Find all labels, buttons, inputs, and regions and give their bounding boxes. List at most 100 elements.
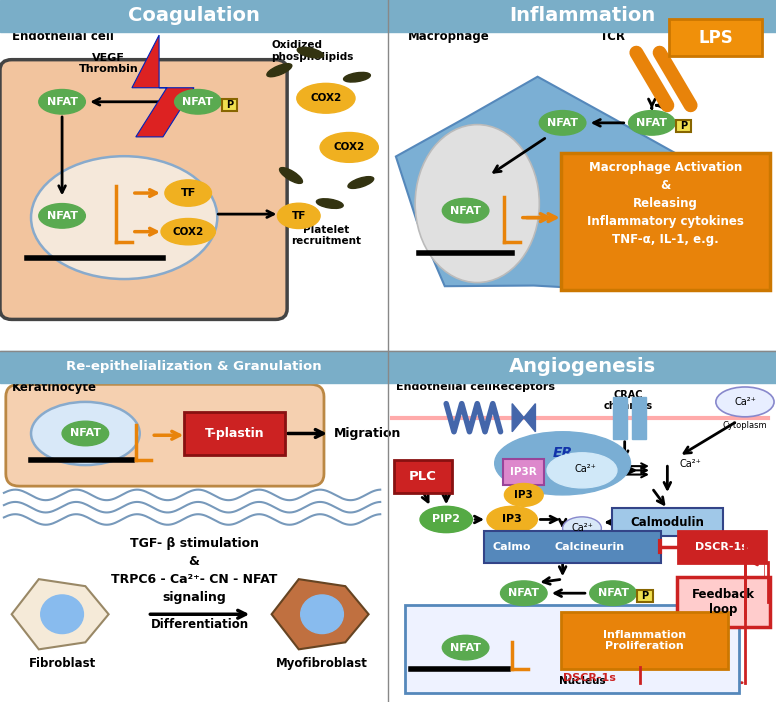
Ellipse shape: [442, 635, 489, 660]
Ellipse shape: [161, 218, 216, 245]
Ellipse shape: [563, 517, 601, 540]
Text: Coagulation: Coagulation: [128, 6, 260, 25]
Text: TCR: TCR: [600, 30, 626, 44]
FancyBboxPatch shape: [503, 459, 545, 486]
Ellipse shape: [297, 47, 324, 58]
Text: IP3: IP3: [502, 515, 522, 524]
Ellipse shape: [31, 157, 217, 279]
Text: DSCR-1s: DSCR-1s: [695, 541, 748, 552]
Ellipse shape: [420, 506, 473, 533]
Text: NFAT: NFAT: [47, 211, 78, 221]
FancyBboxPatch shape: [223, 100, 237, 112]
Text: Platelet
recruitment: Platelet recruitment: [291, 225, 361, 246]
Text: Angiogenesis: Angiogenesis: [508, 357, 656, 376]
Ellipse shape: [39, 204, 85, 228]
Text: NFAT: NFAT: [508, 588, 539, 598]
Ellipse shape: [317, 199, 343, 208]
Text: Macrophage: Macrophage: [407, 30, 489, 44]
FancyBboxPatch shape: [6, 384, 324, 486]
Text: NFAT: NFAT: [547, 118, 578, 128]
Text: ER: ER: [553, 446, 573, 460]
FancyBboxPatch shape: [677, 577, 770, 626]
Ellipse shape: [495, 432, 630, 495]
Ellipse shape: [590, 581, 636, 605]
Ellipse shape: [31, 402, 140, 465]
Bar: [388, 351, 776, 383]
Text: NFAT: NFAT: [450, 642, 481, 653]
Text: LPS: LPS: [698, 29, 733, 47]
Text: Endothelial cell: Endothelial cell: [12, 30, 113, 44]
Text: P: P: [227, 100, 234, 110]
Ellipse shape: [165, 180, 211, 206]
FancyBboxPatch shape: [0, 60, 287, 319]
Text: NFAT: NFAT: [182, 97, 213, 107]
Text: Ca²⁺: Ca²⁺: [733, 389, 757, 399]
FancyBboxPatch shape: [638, 590, 653, 602]
Text: Myofibroblast: Myofibroblast: [276, 657, 368, 670]
Text: COX2: COX2: [172, 227, 204, 237]
Ellipse shape: [320, 133, 379, 162]
Text: COX2: COX2: [310, 93, 341, 103]
Ellipse shape: [504, 484, 543, 506]
Text: T-plastin: T-plastin: [205, 427, 265, 440]
Text: Fibroblast: Fibroblast: [29, 657, 95, 670]
FancyBboxPatch shape: [185, 413, 286, 455]
Text: IP3R: IP3R: [511, 467, 537, 477]
Text: Calmodulin: Calmodulin: [630, 516, 705, 529]
Text: PIP2: PIP2: [432, 515, 460, 524]
Ellipse shape: [629, 111, 675, 135]
FancyBboxPatch shape: [611, 508, 723, 536]
Bar: [388, 0, 776, 32]
Polygon shape: [272, 579, 369, 649]
Text: TF: TF: [181, 188, 196, 198]
Text: P: P: [681, 121, 688, 131]
Ellipse shape: [41, 595, 84, 633]
FancyBboxPatch shape: [561, 612, 728, 668]
Ellipse shape: [348, 177, 374, 188]
FancyBboxPatch shape: [669, 20, 762, 56]
FancyBboxPatch shape: [677, 121, 691, 132]
FancyBboxPatch shape: [393, 460, 452, 493]
Text: TF: TF: [292, 211, 306, 221]
Polygon shape: [396, 77, 684, 291]
Polygon shape: [512, 404, 535, 432]
Text: Differentiation: Differentiation: [151, 618, 249, 631]
Ellipse shape: [415, 125, 539, 282]
FancyBboxPatch shape: [405, 605, 739, 694]
Ellipse shape: [301, 595, 344, 633]
Text: Re-epithelialization & Granulation: Re-epithelialization & Granulation: [66, 360, 322, 373]
Text: Cytoplasm: Cytoplasm: [722, 421, 767, 430]
Bar: [613, 397, 627, 439]
Text: Ca²⁺: Ca²⁺: [575, 463, 597, 474]
Bar: [0, 351, 388, 383]
FancyBboxPatch shape: [678, 531, 766, 563]
Text: DSCR-1s: DSCR-1s: [563, 673, 615, 682]
Polygon shape: [12, 579, 109, 649]
Text: Migration: Migration: [334, 427, 401, 440]
Polygon shape: [132, 35, 194, 137]
Ellipse shape: [487, 506, 538, 533]
Text: IP3: IP3: [514, 490, 533, 500]
Text: NFAT: NFAT: [598, 588, 629, 598]
Ellipse shape: [175, 89, 221, 114]
Text: Macrophage Activation
&
Releasing
Inflammatory cytokines
TNF-α, IL-1, e.g.: Macrophage Activation & Releasing Inflam…: [587, 161, 744, 246]
Ellipse shape: [62, 421, 109, 446]
Bar: [632, 397, 646, 439]
Ellipse shape: [297, 84, 355, 113]
Text: TGF- β stimulation
&
TRPC6 - Ca²⁺- CN - NFAT
signaling: TGF- β stimulation & TRPC6 - Ca²⁺- CN - …: [111, 537, 277, 604]
Text: NFAT: NFAT: [47, 97, 78, 107]
FancyBboxPatch shape: [561, 152, 770, 289]
Text: Keratinocyte: Keratinocyte: [12, 381, 97, 395]
Text: NFAT: NFAT: [70, 428, 101, 439]
Text: Calcineurin: Calcineurin: [555, 541, 625, 552]
Text: VEGF
Thrombin: VEGF Thrombin: [79, 53, 138, 74]
Ellipse shape: [442, 198, 489, 223]
Text: COX2: COX2: [334, 143, 365, 152]
Text: Feedback
loop: Feedback loop: [692, 588, 755, 616]
FancyBboxPatch shape: [484, 531, 661, 563]
Ellipse shape: [279, 168, 303, 183]
Text: Inflammation: Inflammation: [509, 6, 655, 25]
Bar: [0, 0, 388, 32]
Ellipse shape: [344, 72, 370, 82]
Ellipse shape: [547, 453, 617, 488]
